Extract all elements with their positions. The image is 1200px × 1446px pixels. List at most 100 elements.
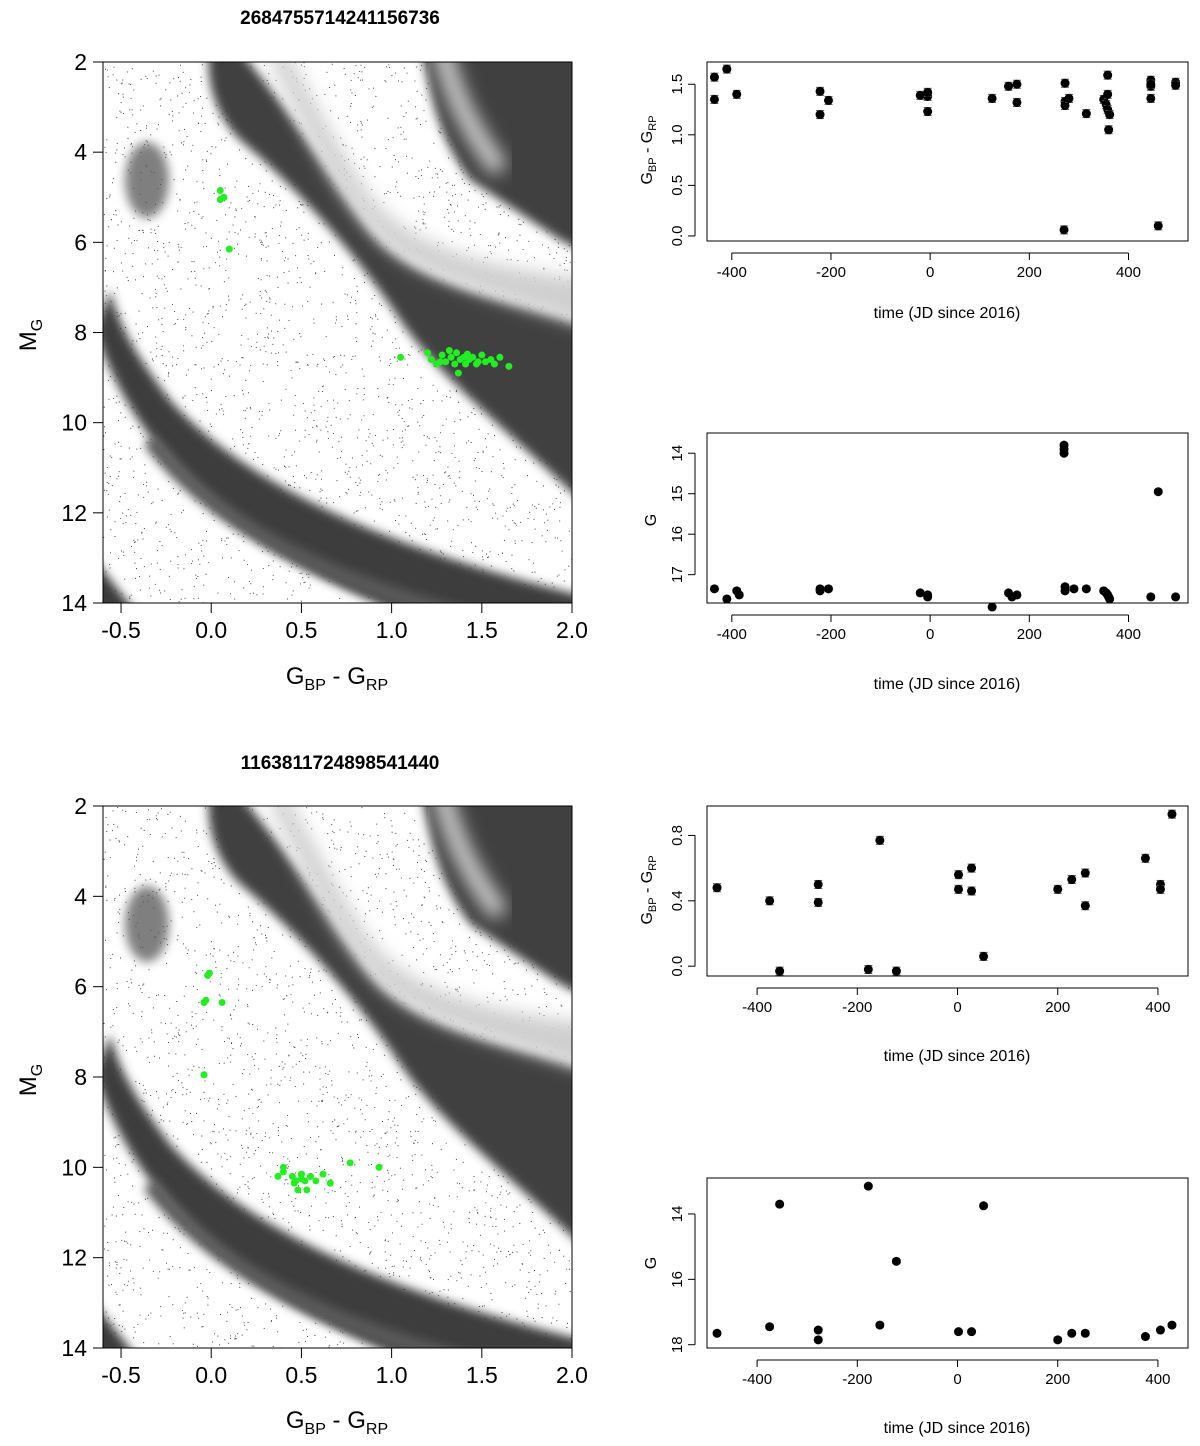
field-star bbox=[320, 497, 322, 499]
field-star bbox=[259, 1099, 261, 1101]
field-star bbox=[469, 936, 471, 938]
field-star bbox=[534, 571, 536, 573]
field-star bbox=[304, 968, 306, 970]
field-star bbox=[267, 1032, 269, 1034]
field-star bbox=[363, 834, 365, 836]
field-star bbox=[342, 267, 344, 269]
field-star bbox=[265, 246, 267, 248]
field-star bbox=[356, 1072, 358, 1074]
field-star bbox=[391, 825, 393, 827]
field-star bbox=[391, 851, 393, 853]
field-star bbox=[111, 1214, 113, 1216]
field-star bbox=[161, 500, 163, 502]
field-star bbox=[461, 194, 463, 196]
field-star bbox=[184, 820, 186, 822]
field-star bbox=[261, 1217, 263, 1219]
field-star bbox=[310, 968, 312, 970]
field-star bbox=[441, 921, 443, 923]
field-star bbox=[178, 249, 180, 251]
field-star bbox=[132, 425, 134, 427]
field-star bbox=[528, 1292, 530, 1294]
field-star bbox=[508, 208, 510, 210]
field-star bbox=[489, 251, 491, 253]
field-star bbox=[255, 942, 257, 944]
field-star bbox=[313, 260, 315, 262]
field-star bbox=[462, 556, 464, 558]
field-star bbox=[184, 887, 186, 889]
field-star bbox=[355, 1142, 357, 1144]
field-star bbox=[106, 490, 108, 492]
field-star bbox=[255, 347, 257, 349]
field-star bbox=[252, 809, 254, 811]
field-star bbox=[174, 532, 176, 534]
field-star bbox=[429, 1293, 431, 1295]
field-star bbox=[527, 517, 529, 519]
field-star bbox=[395, 404, 397, 406]
field-star bbox=[140, 447, 142, 449]
field-star bbox=[252, 1178, 254, 1180]
field-star bbox=[295, 1172, 297, 1174]
field-star bbox=[459, 471, 461, 473]
field-star bbox=[487, 556, 489, 558]
field-star bbox=[528, 1280, 530, 1282]
field-star bbox=[167, 375, 169, 377]
field-star bbox=[558, 1303, 560, 1305]
field-star bbox=[349, 414, 351, 416]
field-star bbox=[246, 1329, 248, 1331]
field-star bbox=[131, 343, 133, 345]
field-star bbox=[388, 856, 390, 858]
field-star bbox=[545, 541, 547, 543]
field-star bbox=[180, 288, 182, 290]
field-star bbox=[377, 388, 379, 390]
field-star bbox=[325, 970, 327, 972]
field-star bbox=[425, 1241, 427, 1243]
field-star bbox=[428, 852, 430, 854]
field-star bbox=[387, 472, 389, 474]
field-star bbox=[216, 1108, 218, 1110]
field-star bbox=[391, 75, 393, 77]
field-star bbox=[201, 107, 203, 109]
field-star bbox=[242, 1147, 244, 1149]
field-star bbox=[473, 408, 475, 410]
field-star bbox=[418, 845, 420, 847]
field-star bbox=[257, 903, 259, 905]
field-star bbox=[319, 1078, 321, 1080]
field-star bbox=[124, 312, 126, 314]
field-star bbox=[370, 317, 372, 319]
field-star bbox=[281, 1141, 283, 1143]
x-tick-label: 400 bbox=[1116, 626, 1141, 643]
field-star bbox=[439, 487, 441, 489]
field-star bbox=[423, 213, 425, 215]
field-star bbox=[398, 347, 400, 349]
field-star bbox=[474, 480, 476, 482]
field-star bbox=[104, 426, 106, 428]
field-star bbox=[122, 79, 124, 81]
field-star bbox=[266, 300, 268, 302]
field-star bbox=[512, 503, 514, 505]
field-star bbox=[155, 296, 157, 298]
field-star bbox=[254, 233, 256, 235]
field-star bbox=[434, 969, 436, 971]
field-star bbox=[502, 477, 504, 479]
field-star bbox=[272, 1212, 274, 1214]
field-star bbox=[273, 950, 275, 952]
field-star bbox=[320, 406, 322, 408]
field-star bbox=[373, 1194, 375, 1196]
field-star bbox=[396, 456, 398, 458]
field-star bbox=[189, 1112, 191, 1114]
field-star bbox=[386, 397, 388, 399]
field-star bbox=[527, 1315, 529, 1317]
field-star bbox=[420, 377, 422, 379]
field-star bbox=[118, 315, 120, 317]
field-star bbox=[229, 1335, 231, 1337]
field-star bbox=[376, 907, 378, 909]
field-star bbox=[497, 518, 499, 520]
data-point bbox=[1153, 221, 1163, 231]
field-star bbox=[490, 253, 492, 255]
data-point bbox=[1146, 592, 1156, 602]
field-star bbox=[505, 237, 507, 239]
field-star bbox=[301, 572, 303, 574]
field-star bbox=[206, 530, 208, 532]
field-star bbox=[119, 1272, 121, 1274]
field-star bbox=[304, 429, 306, 431]
